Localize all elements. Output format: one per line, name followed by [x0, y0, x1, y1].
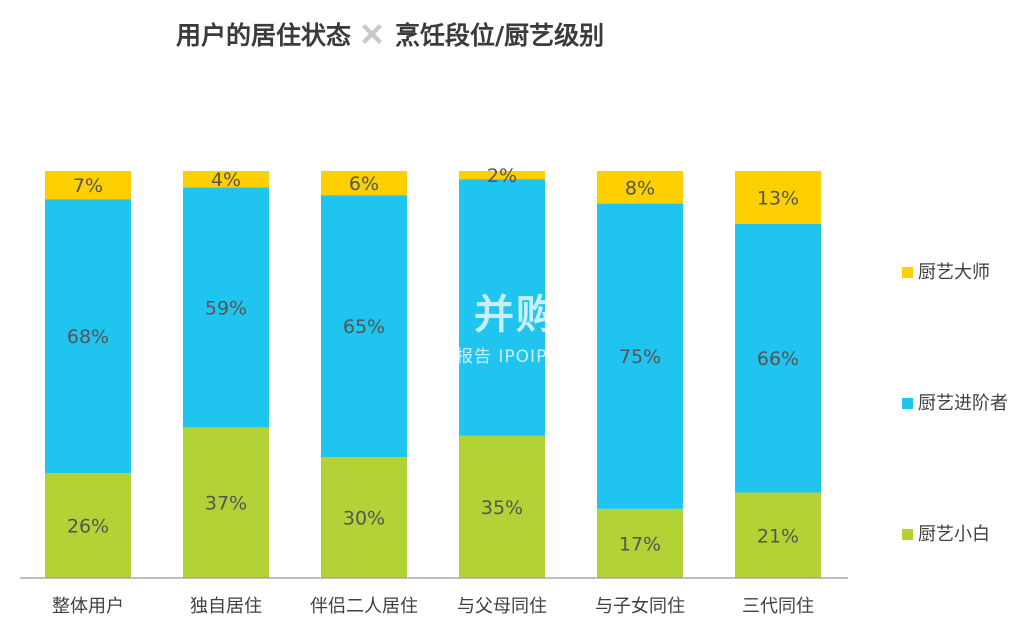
category-labels-layer: 整体用户 独自居住 伴侣二人居住 与父母同住 与子女同住 三代同住	[52, 596, 814, 617]
bar-segment	[597, 508, 683, 578]
category-label: 与子女同住	[595, 596, 685, 617]
data-labels-layer: 26% 68% 7% 37% 59% 4% 30% 65% 6% 35% 2% 17% 75% 8% 21%…	[67, 165, 799, 555]
bar-segment	[597, 171, 683, 204]
chart-title-right: 烹饪段位/厨艺级别	[395, 21, 605, 50]
data-label: 35%	[481, 497, 523, 519]
bar-segment	[45, 171, 131, 200]
data-label: 13%	[757, 187, 799, 209]
bars-layer	[45, 171, 821, 578]
data-label: 65%	[343, 316, 385, 338]
data-label: 30%	[343, 508, 385, 530]
data-label: 26%	[67, 516, 109, 538]
legend-label: 厨艺进阶者	[918, 393, 1008, 414]
data-label: 75%	[619, 346, 661, 368]
bar-segment	[183, 171, 269, 188]
bar-segment	[459, 179, 545, 436]
bar-segment	[321, 457, 407, 578]
bar-segment	[45, 473, 131, 578]
bar-segment	[45, 199, 131, 474]
legend-swatch	[902, 267, 913, 278]
category-label: 伴侣二人居住	[310, 596, 418, 617]
chart-title: 用户的居住状态 烹饪段位/厨艺级别	[176, 16, 604, 52]
bar-segment	[735, 492, 821, 578]
legend-swatch	[902, 398, 913, 409]
legend-label: 厨艺小白	[918, 524, 990, 545]
data-label: 66%	[757, 348, 799, 370]
bar-segment	[321, 195, 407, 458]
data-label: 37%	[205, 493, 247, 515]
data-label: 59%	[205, 297, 247, 319]
bar-segment	[735, 171, 821, 224]
legend-label: 厨艺大师	[918, 262, 990, 283]
bar-segment	[321, 171, 407, 196]
data-label: 2%	[487, 165, 517, 187]
bar-segment	[459, 435, 545, 578]
x-mark-icon	[362, 24, 383, 44]
data-label: 21%	[757, 525, 799, 547]
legend-swatch	[902, 529, 913, 540]
data-label: 68%	[67, 326, 109, 348]
data-label: 7%	[73, 175, 103, 197]
bar-segment	[183, 427, 269, 578]
data-label: 4%	[211, 169, 241, 191]
data-label: 8%	[625, 177, 655, 199]
category-label: 三代同住	[742, 596, 814, 617]
bar-segment	[183, 187, 269, 428]
category-label: 独自居住	[190, 596, 262, 617]
data-label: 6%	[349, 173, 379, 195]
bar-segment	[597, 203, 683, 509]
bar-segment	[459, 171, 545, 180]
data-label: 17%	[619, 533, 661, 555]
chart-title-left: 用户的居住状态	[176, 21, 352, 50]
bar-segment	[735, 223, 821, 493]
category-label: 与父母同住	[457, 596, 547, 617]
category-label: 整体用户	[52, 596, 124, 617]
